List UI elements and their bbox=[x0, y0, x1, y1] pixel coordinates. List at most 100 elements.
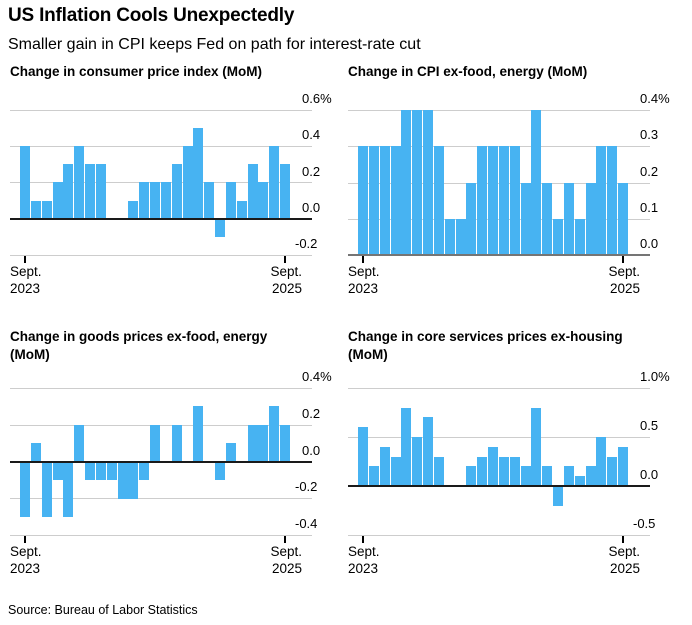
x-tick-label-line: 2025 bbox=[609, 561, 640, 576]
bar bbox=[63, 164, 74, 218]
bar bbox=[41, 201, 52, 219]
y-tick-label: -0.5 bbox=[633, 516, 656, 531]
bar bbox=[150, 182, 160, 218]
grid-line bbox=[10, 388, 312, 389]
chart-title-line: (MoM) bbox=[348, 347, 388, 362]
bar bbox=[30, 443, 41, 461]
bar bbox=[139, 462, 150, 480]
y-tick-label: 0.4% bbox=[640, 91, 670, 106]
grid-line bbox=[10, 110, 312, 111]
bar bbox=[574, 476, 585, 486]
y-tick-label: 0.0 bbox=[640, 236, 659, 251]
zero-line bbox=[348, 254, 650, 256]
bar bbox=[368, 146, 379, 255]
bar bbox=[41, 462, 52, 517]
bar bbox=[466, 183, 477, 256]
chart-title: Change in core services prices ex-housin… bbox=[348, 328, 623, 364]
bar bbox=[488, 146, 498, 255]
zero-line bbox=[10, 460, 312, 463]
bar bbox=[509, 457, 520, 486]
x-tick-label-line: 2025 bbox=[271, 561, 302, 576]
bar bbox=[390, 146, 401, 255]
bar bbox=[52, 462, 63, 480]
x-tick-label-line: 2025 bbox=[271, 281, 302, 296]
bar bbox=[423, 417, 433, 486]
source-note: Source: Bureau of Labor Statistics bbox=[8, 603, 198, 617]
x-tick-mark bbox=[284, 256, 286, 263]
bar bbox=[498, 146, 509, 255]
bar bbox=[128, 201, 139, 219]
bar bbox=[498, 457, 509, 486]
bar bbox=[358, 146, 368, 255]
bar bbox=[258, 425, 269, 462]
x-tick-label-line: 2025 bbox=[609, 281, 640, 296]
x-tick-label-line: Sept. bbox=[348, 264, 380, 279]
bar bbox=[225, 443, 236, 461]
plot-area: 0.4% 0.3 0.2 0.1 0.0 Sept. 2023 Sept. 2025 bbox=[348, 91, 670, 296]
bar bbox=[542, 466, 553, 486]
bar bbox=[247, 164, 258, 218]
bar bbox=[193, 406, 204, 461]
bar bbox=[509, 146, 520, 255]
bar bbox=[160, 182, 171, 218]
bar bbox=[20, 146, 30, 219]
x-tick-mark bbox=[362, 536, 364, 543]
y-tick-label: -0.4 bbox=[295, 516, 318, 531]
bar bbox=[368, 466, 379, 486]
bar bbox=[563, 183, 574, 256]
y-tick-label: 0.5 bbox=[640, 418, 659, 433]
grid-line bbox=[10, 535, 312, 536]
x-tick-label-left: Sept. 2023 bbox=[348, 263, 380, 297]
y-tick-label: 0.6% bbox=[302, 91, 332, 106]
x-tick-label-right: Sept. 2025 bbox=[608, 543, 640, 577]
bar bbox=[20, 462, 30, 517]
chart-title-line: (MoM) bbox=[10, 347, 50, 362]
figure-subtitle: Smaller gain in CPI keeps Fed on path fo… bbox=[8, 36, 421, 53]
chart-panel: Change in goods prices ex-food, energy (M… bbox=[8, 325, 340, 585]
y-tick-label: 0.0 bbox=[302, 199, 321, 215]
bar bbox=[117, 462, 128, 499]
bar bbox=[280, 164, 290, 218]
figure-header: US Inflation Cools Unexpectedly Smaller … bbox=[8, 0, 684, 55]
bar bbox=[553, 219, 563, 255]
bar bbox=[215, 462, 225, 480]
bar bbox=[225, 182, 236, 218]
x-tick-label-left: Sept. 2023 bbox=[10, 543, 42, 577]
x-tick-label-line: 2023 bbox=[348, 281, 379, 296]
y-tick-label: 0.0 bbox=[640, 467, 659, 482]
x-tick-label-left: Sept. 2023 bbox=[10, 263, 42, 297]
bar bbox=[258, 182, 269, 218]
grid-line bbox=[348, 110, 650, 111]
grid-line bbox=[10, 498, 312, 499]
x-tick-label-line: 2023 bbox=[10, 561, 41, 576]
bar bbox=[618, 447, 628, 486]
x-tick-label-left: Sept. 2023 bbox=[348, 543, 380, 577]
bar bbox=[379, 146, 390, 255]
x-tick-label-line: Sept. bbox=[270, 544, 302, 559]
chart-panel: Change in CPI ex-food, energy (MoM) 0.4% 0… bbox=[346, 60, 678, 305]
bar bbox=[488, 447, 498, 486]
bar bbox=[607, 457, 618, 486]
bar bbox=[477, 457, 488, 486]
x-tick-mark bbox=[622, 536, 624, 543]
y-tick-label: 0.0 bbox=[302, 442, 321, 458]
bar bbox=[150, 425, 160, 462]
y-tick-label: -0.2 bbox=[295, 236, 318, 251]
chart-title: Change in goods prices ex-food, energy (M… bbox=[10, 328, 267, 364]
bar bbox=[215, 219, 225, 237]
x-tick-label-line: Sept. bbox=[270, 264, 302, 279]
bar bbox=[596, 437, 607, 486]
bar bbox=[433, 457, 444, 486]
chart-panel: Change in core services prices ex-housin… bbox=[346, 325, 678, 585]
y-tick-label: 1.0% bbox=[640, 369, 670, 384]
bar bbox=[585, 183, 596, 256]
x-tick-label-line: Sept. bbox=[608, 544, 640, 559]
figure-title: US Inflation Cools Unexpectedly bbox=[8, 5, 295, 26]
bar bbox=[280, 425, 290, 462]
bar bbox=[574, 219, 585, 255]
y-tick-label: 0.4 bbox=[302, 127, 321, 143]
chart-title-line: Change in consumer price index (MoM) bbox=[10, 64, 263, 79]
bar bbox=[433, 146, 444, 255]
grid-line bbox=[348, 388, 650, 389]
